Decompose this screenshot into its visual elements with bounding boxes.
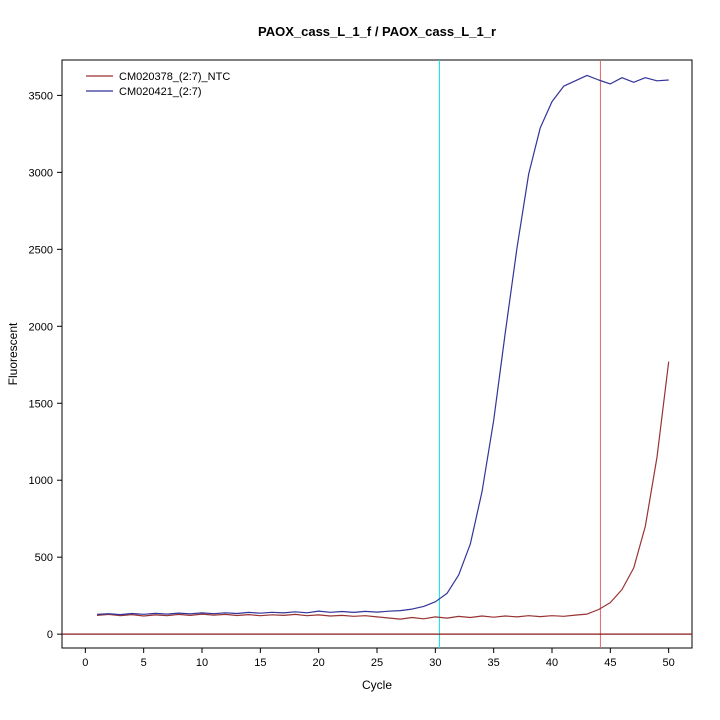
legend-label-1: CM020421_(2:7): [119, 86, 202, 98]
legend-label-0: CM020378_(2:7)_NTC: [119, 71, 230, 83]
x-tick-label: 20: [313, 657, 325, 669]
plot-box: [61, 59, 693, 649]
chart-title: PAOX_cass_L_1_f / PAOX_cass_L_1_r: [258, 24, 496, 39]
y-tick-label: 1000: [29, 475, 53, 487]
series-line-0: [96, 361, 670, 620]
y-tick-label: 3500: [29, 90, 53, 102]
x-tick-label: 30: [429, 657, 441, 669]
y-tick-label: 2500: [29, 244, 53, 256]
x-axis-label: Cycle: [362, 678, 392, 692]
x-tick-label: 50: [663, 657, 675, 669]
x-tick-label: 35: [488, 657, 500, 669]
x-tick-label: 40: [546, 657, 558, 669]
series-line-1: [96, 74, 669, 616]
x-tick-label: 5: [141, 657, 147, 669]
y-axis-label: Fluorescent: [6, 322, 20, 385]
y-tick-label: 500: [35, 552, 53, 564]
x-tick-label: 0: [82, 657, 88, 669]
x-tick-label: 10: [196, 657, 208, 669]
y-tick-label: 2000: [29, 321, 53, 333]
x-tick-label: 25: [371, 657, 383, 669]
y-tick-label: 3000: [29, 167, 53, 179]
y-tick-label: 1500: [29, 398, 53, 410]
y-tick-label: 0: [47, 629, 53, 641]
x-tick-label: 45: [604, 657, 616, 669]
x-tick-label: 15: [254, 657, 266, 669]
